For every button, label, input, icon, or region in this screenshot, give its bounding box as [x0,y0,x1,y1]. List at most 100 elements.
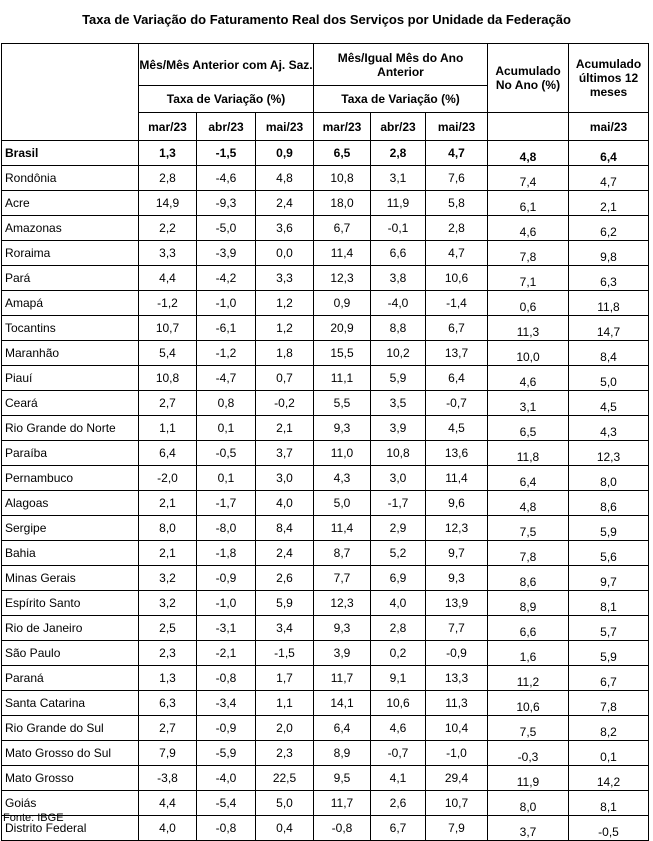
table-row: Espírito Santo 3,2 -1,0 5,9 12,3 4,0 13,9 8,9 8,… [1,590,649,616]
table-cell: 4,3 [568,415,649,441]
table-cell: -1,0 [425,740,488,766]
table-cell: 2,3 [138,640,197,666]
table-cell: 7,5 [487,715,569,741]
table-cell: 0,1 [196,415,256,441]
table-cell: 2,8 [425,215,488,241]
table-cell: 5,0 [313,490,371,516]
region-name: Paraíba [1,440,139,466]
table-cell: 7,8 [487,540,569,566]
table-row: Amazonas 2,2 -5,0 3,6 6,7 -0,1 2,8 4,6 6,2 [1,215,649,241]
table-cell: 11,2 [487,665,569,691]
table-cell: 8,0 [568,465,649,491]
table-cell: -5,4 [196,790,256,816]
table-cell: -2,1 [196,640,256,666]
table-cell: 2,5 [138,615,197,641]
table-cell: -0,8 [196,815,256,841]
table-cell: 4,5 [568,390,649,416]
region-name: São Paulo [1,640,139,666]
table-cell: -3,9 [196,240,256,266]
table-cell: -0,3 [487,740,569,766]
table-cell: 10,6 [370,690,426,716]
table-cell: 4,0 [370,590,426,616]
table-cell: 10,6 [487,690,569,716]
table-cell: 4,4 [138,265,197,291]
table-row: Paraíba 6,4 -0,5 3,7 11,0 10,8 13,6 11,8 12,3 [1,440,649,466]
table-cell: -8,0 [196,515,256,541]
table-cell: 6,4 [568,140,649,166]
table-cell: 13,3 [425,665,488,691]
table-cell: 14,2 [568,765,649,791]
table-cell: 2,8 [370,615,426,641]
table-cell: 1,3 [138,140,197,166]
region-name: Bahia [1,540,139,566]
table-cell: 6,4 [487,465,569,491]
table-cell: 6,1 [487,190,569,216]
table-cell: -0,1 [370,215,426,241]
table-row: Amapá -1,2 -1,0 1,2 0,9 -4,0 -1,4 0,6 11,8 [1,290,649,316]
table-cell: 6,7 [568,665,649,691]
table-cell: 2,8 [370,140,426,166]
table-cell: 6,9 [370,565,426,591]
region-name: Rio Grande do Norte [1,415,139,441]
table-cell: 3,9 [313,640,371,666]
table-cell: 6,6 [487,615,569,641]
table-cell: 9,1 [370,665,426,691]
table-cell: 11,8 [568,290,649,316]
table-cell: -4,2 [196,265,256,291]
table-cell: -1,4 [425,290,488,316]
table-cell: 8,6 [487,565,569,591]
table-row: São Paulo 2,3 -2,1 -1,5 3,9 0,2 -0,9 1,6 5,9 [1,640,649,666]
table-cell: 5,4 [138,340,197,366]
table-cell: -4,0 [196,765,256,791]
table-cell: 12,3 [313,590,371,616]
table-cell: 8,8 [370,315,426,341]
table-cell: 4,4 [138,790,197,816]
table-row: Distrito Federal 4,0 -0,8 0,4 -0,8 6,7 7,9 3,7-… [1,815,649,841]
table-cell: -9,3 [196,190,256,216]
table-cell: 11,9 [370,190,426,216]
table-cell: 7,7 [425,615,488,641]
table-row: Rio Grande do Sul 2,7 -0,9 2,0 6,4 4,6 10,4 7,5… [1,715,649,741]
table-cell: 10,8 [313,165,371,191]
region-name: Minas Gerais [1,565,139,591]
table-cell: 11,1 [313,365,371,391]
month-header: abr/23 [370,112,426,141]
table-cell: -0,7 [425,390,488,416]
table-cell: 9,3 [313,415,371,441]
month-header: mai/23 [255,112,314,141]
table-cell: 6,3 [138,690,197,716]
table-cell: 7,1 [487,265,569,291]
table-cell: 14,9 [138,190,197,216]
table-cell: 11,4 [313,515,371,541]
table-cell: 3,5 [370,390,426,416]
table-cell: 20,9 [313,315,371,341]
table-cell: 7,4 [487,165,569,191]
table-cell: 1,1 [138,415,197,441]
table-cell: -5,9 [196,740,256,766]
region-name: Brasil [1,140,139,166]
table-row: Acre 14,9 -9,3 2,4 18,0 11,9 5,8 6,1 2,1 [1,190,649,216]
region-name: Tocantins [1,315,139,341]
region-name: Ceará [1,390,139,416]
table-cell: 6,4 [425,365,488,391]
table-cell: 0,1 [568,740,649,766]
table-cell: 6,5 [487,415,569,441]
table-cell: 4,7 [425,240,488,266]
table-cell: 4,5 [425,415,488,441]
table-cell: -1,2 [138,290,197,316]
table-cell: 11,4 [425,465,488,491]
table-cell: -6,1 [196,315,256,341]
table-cell: 0,4 [255,815,314,841]
table-cell: 6,7 [370,815,426,841]
table-cell: -0,9 [196,715,256,741]
acc-12-month-header: mai/23 [568,112,649,141]
table-cell: 6,4 [138,440,197,466]
table-cell: -0,2 [255,390,314,416]
table-cell: 15,5 [313,340,371,366]
table-cell: 9,7 [568,565,649,591]
table-cell: 6,2 [568,215,649,241]
region-name: Maranhão [1,340,139,366]
table-cell: 9,6 [425,490,488,516]
table-cell: 2,1 [255,415,314,441]
table-cell: -0,5 [568,815,649,841]
